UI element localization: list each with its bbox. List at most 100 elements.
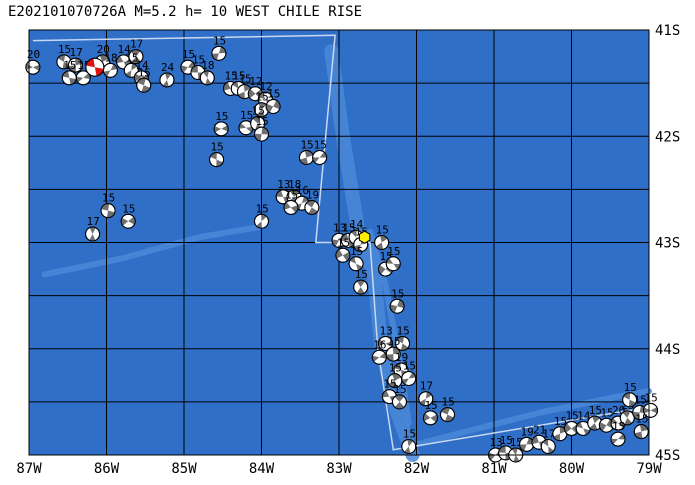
focal-mechanism [422, 410, 438, 426]
mechanism-depth-label: 18 [201, 59, 214, 72]
mechanism-depth-label: 16 [373, 338, 386, 351]
focal-mechanism [540, 439, 556, 454]
focal-mechanism [102, 62, 118, 78]
mechanism-depth-label: 18 [288, 178, 301, 191]
mechanism-depth-label: 15 [256, 91, 269, 104]
focal-mechanism [25, 59, 41, 75]
mechanism-depth-label: 15 [267, 88, 280, 101]
longitude-tick-label: 86W [94, 461, 120, 477]
mechanism-depth-label: 15 [350, 245, 363, 258]
focal-mechanism [159, 72, 175, 88]
mechanism-depth-label: 13 [333, 221, 346, 234]
mechanism-depth-label: 15 [442, 396, 455, 409]
mechanism-depth-label: 15 [192, 54, 205, 67]
focal-mechanism [298, 150, 314, 165]
focal-mechanism [312, 150, 328, 165]
mechanism-depth-label: 15 [256, 202, 269, 215]
latitude-tick-label: 42S [655, 129, 680, 145]
focal-mechanism [633, 424, 649, 440]
mechanism-depth-label: 15 [63, 59, 76, 72]
latitude-tick-label: 43S [655, 236, 680, 252]
focal-mechanism [371, 349, 387, 365]
focal-mechanism [385, 346, 401, 362]
longitude-tick-label: 84W [249, 461, 275, 477]
mechanism-depth-label: 15 [285, 188, 298, 201]
focal-mechanism [389, 298, 405, 314]
focal-mechanism [378, 335, 393, 351]
mechanism-depth-label: 15 [424, 399, 437, 412]
focal-mechanism [619, 410, 635, 426]
mechanism-depth-label: 20 [27, 48, 40, 61]
mechanism-depth-label: 16 [296, 184, 309, 197]
longitude-tick-label: 82W [404, 461, 430, 477]
mechanism-depth-label: 15 [256, 115, 269, 128]
focal-mechanism [75, 70, 91, 86]
mechanism-depth-label: 15 [182, 48, 195, 61]
mechanism-depth-label: 21 [533, 423, 546, 436]
focal-mechanism [213, 121, 229, 137]
longitude-tick-label: 85W [171, 461, 197, 477]
focal-mechanism [610, 431, 626, 447]
mechanism-depth-label: 15 [122, 202, 135, 215]
focal-mechanism [348, 256, 364, 272]
focal-mechanism [401, 371, 417, 386]
mechanism-depth-label: 15 [337, 236, 350, 249]
focal-mechanism [128, 49, 144, 65]
focal-mechanism [68, 57, 83, 73]
longitude-tick-label: 79W [636, 461, 662, 477]
longitude-tick-label: 87W [16, 461, 42, 477]
mechanism-depth-label: 12 [249, 75, 262, 88]
mechanism-depth-label: 15 [403, 428, 416, 441]
focal-mechanism [519, 436, 535, 452]
focal-mechanism [136, 77, 152, 93]
map-frame [28, 29, 650, 456]
mechanism-depth-label: 19 [521, 425, 534, 438]
focal-mechanism [254, 126, 269, 142]
mechanism-depth-label: 17 [87, 215, 100, 228]
mechanism-depth-label: 15 [624, 381, 637, 394]
mechanism-depth-label: 24 [161, 61, 175, 74]
focal-mechanism [265, 99, 281, 114]
mechanism-depth-label: 15 [125, 51, 138, 64]
mechanism-depth-label: 15 [213, 34, 226, 47]
mechanism-depth-label: 17 [70, 46, 83, 59]
target-event-mechanism [85, 57, 105, 77]
mechanism-depth-label: 19 [395, 351, 408, 364]
mechanism-depth-label: 15 [376, 224, 389, 237]
longitude-tick-label: 83W [326, 461, 352, 477]
focal-mechanism [304, 199, 320, 215]
mechanism-depth-label: 15 [215, 110, 228, 123]
mechanism-depth-label: 15 [232, 69, 245, 82]
mechanism-depth-label: 15 [238, 73, 251, 86]
mechanism-depth-label: 15 [554, 415, 567, 428]
mechanism-depth-label: 15 [589, 404, 602, 417]
focal-mechanism [211, 45, 227, 61]
focal-mechanism [622, 392, 638, 408]
longitude-tick-label: 80W [559, 461, 585, 477]
mechanism-depth-label: 15 [225, 69, 238, 82]
latitude-tick-label: 45S [655, 448, 680, 464]
latitude-tick-label: 41S [655, 23, 680, 39]
mechanism-depth-label: 15 [397, 324, 410, 337]
mechanism-depth-label: 15 [102, 192, 115, 205]
mechanism-depth-label: 15 [389, 362, 402, 375]
mechanism-depth-label: 15 [600, 406, 613, 419]
mechanism-depth-label: 17 [130, 38, 143, 51]
focal-mechanism [610, 415, 626, 431]
mechanism-depth-label: 20 [97, 43, 110, 56]
latitude-tick-label: 44S [655, 342, 680, 358]
mechanism-depth-label: 15 [314, 139, 327, 152]
mechanism-depth-label: 15 [138, 66, 151, 79]
mechanism-depth-label: 15 [58, 43, 71, 56]
mechanism-depth-label: 15 [300, 139, 313, 152]
mechanism-depth-label: 15 [635, 413, 648, 426]
mechanism-depth-label: 15 [612, 420, 625, 433]
focal-mechanism [643, 402, 659, 418]
mechanism-depth-label: 13 [490, 436, 503, 449]
focal-mechanism [85, 226, 101, 242]
mechanism-depth-label: 15 [391, 287, 404, 300]
mechanism-depth-label: 13 [380, 324, 393, 337]
focal-mechanism [374, 235, 390, 250]
